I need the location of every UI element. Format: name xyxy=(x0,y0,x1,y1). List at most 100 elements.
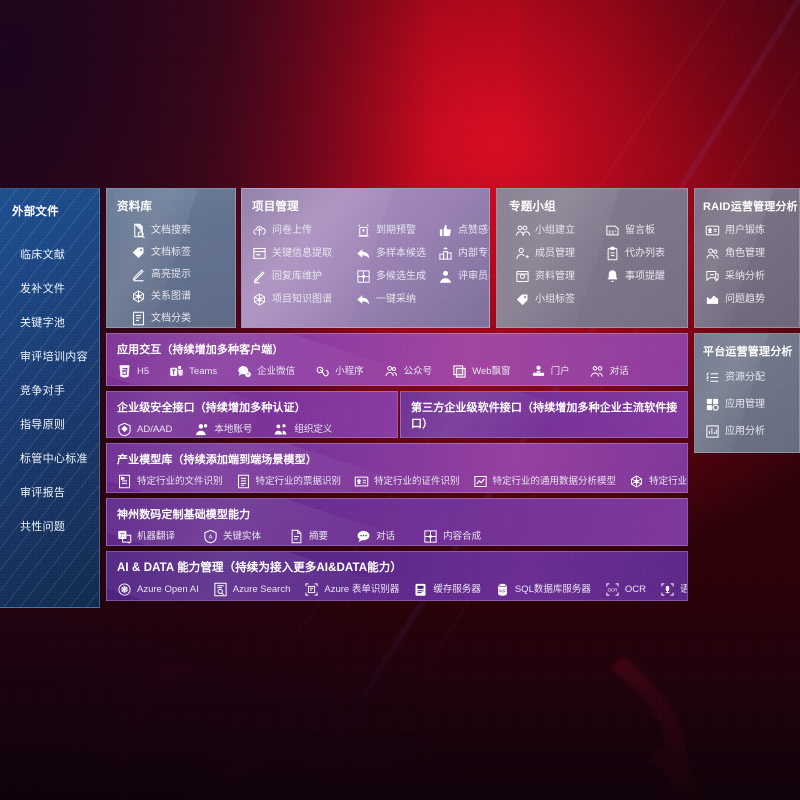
item-material-management[interactable]: 资料管理 xyxy=(515,269,605,284)
item-app-management[interactable]: 应用管理 xyxy=(705,397,799,412)
item-member-management[interactable]: 成员管理 xyxy=(515,246,605,261)
tag-icon xyxy=(515,292,530,307)
html5-icon xyxy=(117,364,132,379)
item-multi-candidate-generate[interactable]: 多候选生成 xyxy=(356,269,438,284)
person-portrait-icon xyxy=(438,269,453,284)
band-base-model-capability: 神州数码定制基础模型能力 文 机器翻译 A 关键实体 摘要 对话 内容合成 xyxy=(106,498,688,546)
item-label: 高亮提示 xyxy=(151,268,191,280)
item-multi-sample-candidate[interactable]: 多样本候选 xyxy=(356,246,438,261)
sidebar-item-label: 共性问题 xyxy=(20,521,66,533)
item-key-entity[interactable]: A 关键实体 xyxy=(203,529,261,544)
item-reply-library-maintain[interactable]: 回复库维护 xyxy=(252,269,356,284)
thumbs-up-icon xyxy=(438,223,453,238)
item-web-popup[interactable]: Web飘窗 xyxy=(452,364,511,379)
sidebar-item-guidelines[interactable]: 指导原则 xyxy=(0,407,99,441)
item-miniprogram[interactable]: 小程序 xyxy=(315,364,364,379)
item-teams[interactable]: Teams xyxy=(169,364,217,379)
item-document-category[interactable]: 文档分类 xyxy=(131,311,235,326)
item-h5[interactable]: H5 xyxy=(117,364,149,379)
item-official-account[interactable]: 公众号 xyxy=(384,364,432,379)
sidebar-item-competitors[interactable]: 竞争对手 xyxy=(0,373,99,407)
sidebar-item-supplement-docs[interactable]: 发补文件 xyxy=(0,271,99,305)
teams-icon xyxy=(169,364,184,379)
item-data-analysis-model[interactable]: 特定行业的通用数据分析模型 xyxy=(473,474,616,489)
capability-board: 外部文件 临床文献 发补文件 关键字池 审评培训内容 竞争对手 指导原则 标管中… xyxy=(0,188,800,608)
item-receipt-recognition[interactable]: 特定行业的票据识别 xyxy=(236,474,341,489)
item-expiry-alert[interactable]: 到期预警 xyxy=(356,223,438,238)
sidebar-item-review-report[interactable]: 审评报告 xyxy=(0,475,99,509)
item-resource-allocation[interactable]: 资源分配 xyxy=(705,370,799,385)
item-org-define[interactable]: 组织定义 xyxy=(274,422,332,437)
item-role-management[interactable]: 角色管理 xyxy=(705,246,799,261)
item-local-account[interactable]: 本地账号 xyxy=(194,422,252,437)
item-label: 门户 xyxy=(550,365,570,377)
sidebar-item-review-training[interactable]: 审评培训内容 xyxy=(0,339,99,373)
svg-text:OCR: OCR xyxy=(608,587,618,592)
item-label: OCR xyxy=(624,583,646,595)
band-base-models-title: 神州数码定制基础模型能力 xyxy=(117,509,251,521)
item-event-reminder[interactable]: 事项提醒 xyxy=(605,269,687,284)
openai-icon xyxy=(117,582,132,597)
item-app-analysis[interactable]: 应用分析 xyxy=(705,424,799,439)
sidebar-item-keyword-pool[interactable]: 关键字池 xyxy=(0,305,99,339)
item-label: 本地账号 xyxy=(214,423,253,435)
item-group-create[interactable]: 小组建立 xyxy=(515,223,605,238)
pen-icon xyxy=(252,269,267,284)
item-speech-understanding[interactable]: 语音理解 xyxy=(660,582,687,597)
item-id-recognition[interactable]: 特定行业的证件识别 xyxy=(354,474,460,489)
item-label: 留言板 xyxy=(625,224,655,236)
sidebar-item-label: 审评报告 xyxy=(20,487,66,499)
item-reviewer-profile[interactable]: 评审员画像 xyxy=(438,269,489,284)
item-machine-translation[interactable]: 文 机器翻译 xyxy=(117,529,175,544)
qa-chat-icon xyxy=(705,269,720,284)
item-knowledge-graph-model[interactable]: 特定行业的通用知识图谱模型 xyxy=(629,474,687,489)
item-label: 对话 xyxy=(376,530,396,542)
item-azure-openai[interactable]: Azure Open AI xyxy=(117,582,199,597)
item-cache-server[interactable]: 缓存服务器 xyxy=(413,582,481,597)
official-account-icon xyxy=(384,364,399,379)
item-file-recognition[interactable]: 特定行业的文件识别 xyxy=(117,474,223,489)
item-document-tag[interactable]: 文档标签 xyxy=(131,245,235,260)
item-questionnaire-upload[interactable]: 问卷上传 xyxy=(252,223,356,238)
panel-project-title: 项目管理 xyxy=(252,201,299,213)
item-adoption-analysis[interactable]: 采纳分析 xyxy=(705,269,799,284)
item-ad-aad[interactable]: AD/AAD xyxy=(117,422,172,437)
band-ai-data-items: Azure Open AI Azure Search Azure 表单识别器 缓… xyxy=(117,582,687,597)
knowledge-graph-icon xyxy=(252,292,267,307)
item-label: 企业微信 xyxy=(257,365,296,377)
sidebar-item-common-issues[interactable]: 共性问题 xyxy=(0,509,99,543)
item-relation-graph[interactable]: 关系图谱 xyxy=(131,289,235,304)
item-form-recognizer[interactable]: Azure 表单识别器 xyxy=(304,582,399,597)
band-industry-items: 特定行业的文件识别 特定行业的票据识别 特定行业的证件识别 特定行业的通用数据分… xyxy=(117,474,687,489)
item-one-click-adopt[interactable]: 一键采纳 xyxy=(356,292,438,307)
item-document-search[interactable]: 文档搜索 xyxy=(131,223,235,238)
item-chat[interactable]: 对话 xyxy=(356,529,395,544)
item-azure-search[interactable]: Azure Search xyxy=(213,582,290,597)
item-content-composition[interactable]: 内容合成 xyxy=(423,529,481,544)
band-industry-title: 产业模型库（持续添加端到端场景模型） xyxy=(117,454,317,466)
item-user-training[interactable]: 用户锻炼 xyxy=(705,223,799,238)
item-portal[interactable]: 门户 xyxy=(531,364,570,379)
item-internal-expert-rank[interactable]: 内部专家排名 xyxy=(438,246,489,261)
item-ocr[interactable]: OCR OCR xyxy=(605,582,646,597)
item-group-tag[interactable]: 小组标签 xyxy=(515,292,605,307)
item-label: 问题趋势 xyxy=(725,293,765,305)
item-key-info-extract[interactable]: 关键信息提取 xyxy=(252,246,356,261)
item-like-thanks[interactable]: 点赞感谢 xyxy=(438,223,489,238)
item-sql-database[interactable]: SQL SQL数据库服务器 xyxy=(495,582,591,597)
item-project-knowledge-graph[interactable]: 项目知识图谱 xyxy=(252,292,356,307)
item-message-board[interactable]: 留言板 xyxy=(605,223,687,238)
item-wecom[interactable]: 企业微信 xyxy=(237,364,295,379)
item-label: Web飘窗 xyxy=(472,365,511,377)
item-todo-list[interactable]: 代办列表 xyxy=(605,246,687,261)
sidebar-item-clinical-literature[interactable]: 临床文献 xyxy=(0,237,99,271)
sidebar-item-standards-center[interactable]: 标管中心标准 xyxy=(0,441,99,475)
knowledge-graph-icon xyxy=(131,289,146,304)
shield-diamond-icon xyxy=(117,422,132,437)
item-highlight-tip[interactable]: 高亮提示 xyxy=(131,267,235,282)
item-issue-trend[interactable]: 问题趋势 xyxy=(705,292,799,307)
item-dialog[interactable]: 对话 xyxy=(590,364,629,379)
sidebar-item-list: 临床文献 发补文件 关键字池 审评培训内容 竞争对手 指导原则 标管中心标准 审… xyxy=(0,237,99,543)
item-summary[interactable]: 摘要 xyxy=(289,529,328,544)
item-label: 资料管理 xyxy=(535,270,575,282)
